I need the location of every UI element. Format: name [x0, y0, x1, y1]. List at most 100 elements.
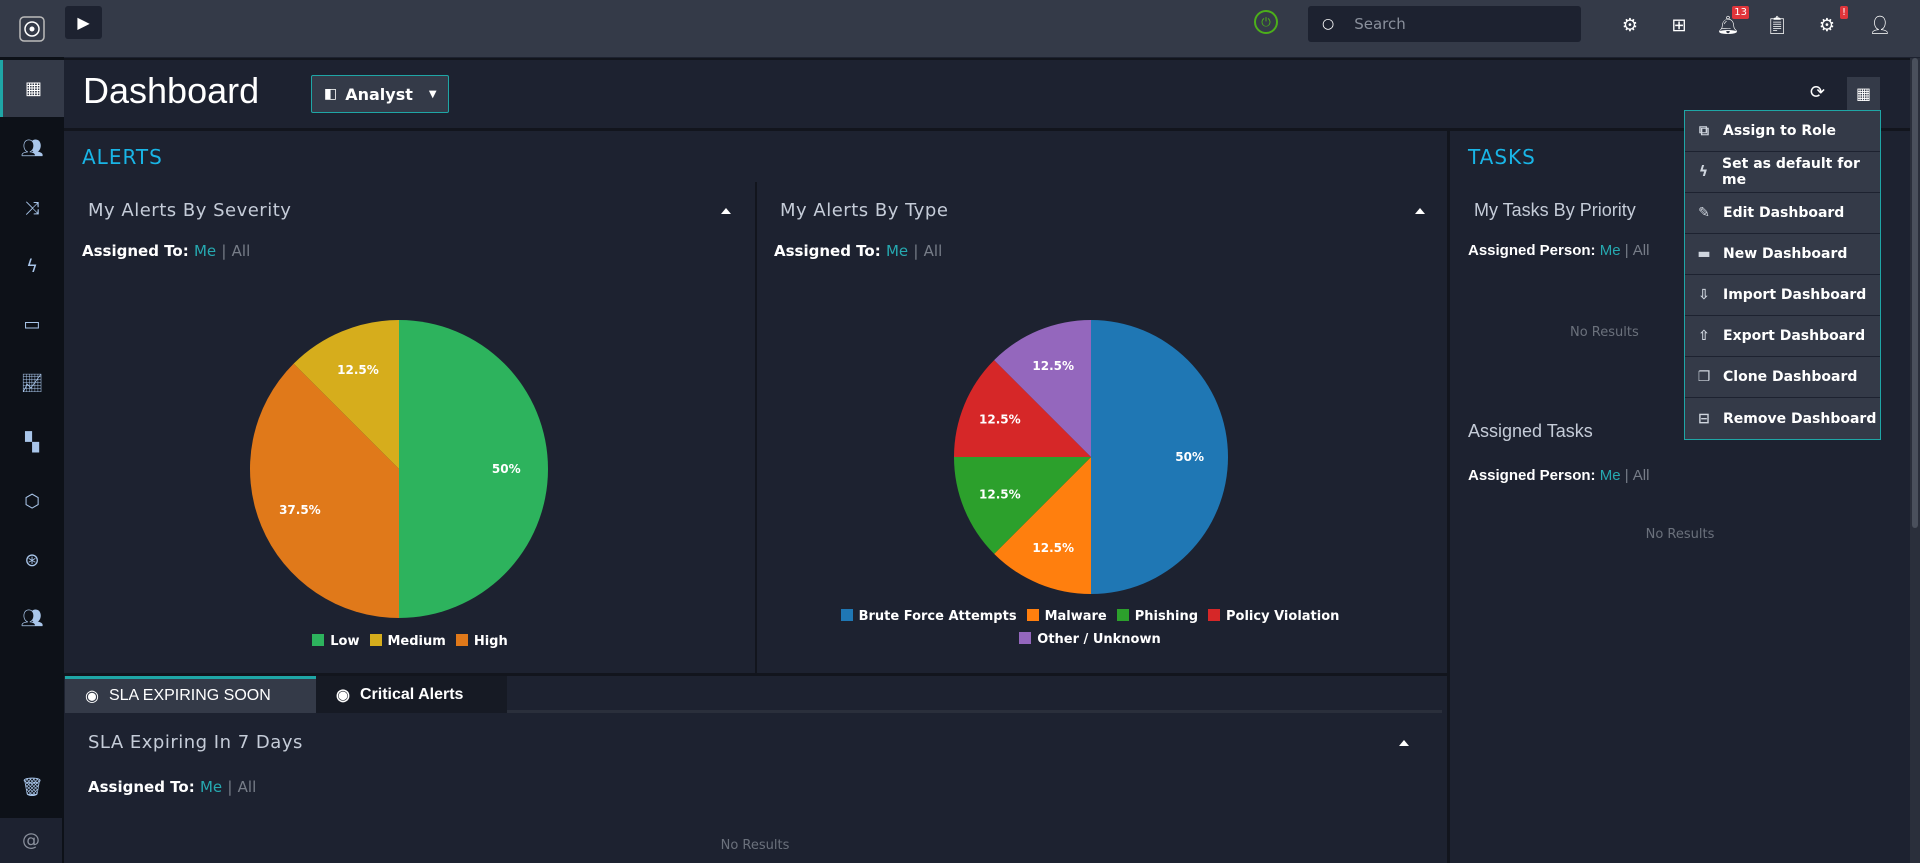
- notifications-badge: 13: [1732, 6, 1749, 19]
- pie-slice-brute-force-attempts[interactable]: [1091, 320, 1228, 594]
- group-icon: 👥︎: [20, 137, 44, 159]
- refresh-icon[interactable]: ⟳: [1810, 82, 1826, 103]
- legend-label: Medium: [387, 634, 446, 649]
- filter-me-link[interactable]: Me: [1599, 242, 1621, 259]
- pie-slice-label: 12.5%: [1032, 541, 1074, 555]
- type-assigned-filter: Assigned To: Me | All: [774, 242, 942, 260]
- filter-me-link[interactable]: Me: [885, 242, 909, 260]
- menu-item-new-dashboard[interactable]: ▬ New Dashboard: [1685, 234, 1880, 275]
- sidebar-item-dashboard[interactable]: ▦: [0, 60, 64, 117]
- menu-item-set-default[interactable]: ϟ Set as default for me: [1685, 152, 1880, 193]
- legend-item[interactable]: Policy Violation: [1208, 609, 1339, 624]
- sidebar-item-security[interactable]: ⬡: [0, 473, 64, 529]
- menu-item-label: Clone Dashboard: [1723, 369, 1858, 385]
- menu-item-label: Export Dashboard: [1723, 328, 1866, 344]
- at-icon: @: [22, 830, 40, 851]
- user-profile-icon[interactable]: 👤︎: [1868, 14, 1892, 36]
- legend-item[interactable]: Medium: [369, 634, 446, 649]
- filter-all-link[interactable]: All: [237, 778, 257, 796]
- dashboard-settings-icon: ▦: [1855, 84, 1872, 103]
- menu-item-export-dashboard[interactable]: ⇧ Export Dashboard: [1685, 316, 1880, 357]
- collapse-caret-icon[interactable]: [721, 208, 731, 214]
- pie-slice-policy-violation[interactable]: [954, 360, 1091, 457]
- pie-slice-medium[interactable]: [293, 320, 399, 469]
- system-alert-badge: !: [1839, 6, 1848, 19]
- legend-label: High: [473, 634, 508, 649]
- pie-slice-high[interactable]: [249, 363, 399, 618]
- sla-empty-state: No Results: [720, 838, 790, 853]
- sidebar-item-apps[interactable]: ▚: [0, 414, 64, 470]
- filter-all-link[interactable]: All: [1632, 467, 1650, 484]
- notifications-bell-icon[interactable]: 🔔︎ 13: [1716, 6, 1749, 36]
- settings-gear-icon[interactable]: ⚙: [1621, 14, 1639, 36]
- filter-me-link[interactable]: Me: [193, 242, 217, 260]
- sidebar-item-cases[interactable]: ▭: [0, 296, 64, 352]
- sidebar-item-mentions[interactable]: @: [0, 818, 62, 863]
- filter-all-link[interactable]: All: [923, 242, 943, 260]
- legend-item[interactable]: Phishing: [1116, 609, 1199, 624]
- sidebar-item-incidents[interactable]: 👥︎: [0, 120, 64, 176]
- collapse-caret-icon[interactable]: [1399, 740, 1409, 746]
- plug-status-icon[interactable]: ⏻: [1254, 10, 1278, 34]
- filter-me-link[interactable]: Me: [199, 778, 223, 796]
- assigned-tasks-title: Assigned Tasks: [1468, 421, 1593, 441]
- assigned-label: Assigned To:: [82, 242, 189, 260]
- separator: |: [913, 242, 919, 260]
- legend-label: Phishing: [1134, 609, 1199, 624]
- pie-slice-low[interactable]: [399, 320, 548, 618]
- remove-icon: ⊟: [1698, 410, 1710, 427]
- sla-panel-title: SLA Expiring In 7 Days: [88, 732, 303, 753]
- menu-item-remove-dashboard[interactable]: ⊟ Remove Dashboard: [1685, 398, 1880, 439]
- expand-sidebar-button[interactable]: ▶: [65, 6, 102, 39]
- pie-slice-malware[interactable]: [994, 457, 1091, 594]
- legend-swatch: [1116, 609, 1129, 621]
- menu-item-clone-dashboard[interactable]: ❐ Clone Dashboard: [1685, 357, 1880, 398]
- sidebar-item-workflows[interactable]: ⤨: [0, 180, 64, 236]
- filter-me-link[interactable]: Me: [1599, 467, 1621, 484]
- pie-slice-other-unknown[interactable]: [994, 320, 1091, 457]
- assigned-tasks-empty-state: No Results: [1645, 527, 1715, 542]
- severity-legend: Low Medium High: [80, 634, 740, 649]
- search-icon: ○: [1322, 16, 1335, 32]
- system-config-icon[interactable]: ⚙!: [1818, 6, 1848, 36]
- hierarchy-icon[interactable]: ⊞: [1671, 14, 1687, 36]
- dashboard-select[interactable]: ◧ Analyst ▼: [311, 75, 449, 113]
- sidebar-item-analytics[interactable]: 📈︎: [0, 355, 64, 411]
- lifebuoy-icon: ⊛: [24, 549, 40, 571]
- import-icon: ⇩: [1698, 287, 1710, 303]
- hexagon-icon: ⬡: [24, 490, 40, 512]
- sidebar-item-users[interactable]: 👥︎: [0, 590, 64, 646]
- severity-pie-chart: 50% 37.5% 12.5%: [249, 320, 548, 618]
- filter-all-link[interactable]: All: [231, 242, 251, 260]
- filter-all-link[interactable]: All: [1632, 242, 1650, 259]
- sidebar-item-automation[interactable]: ϟ: [0, 238, 64, 294]
- scrollbar-thumb[interactable]: [1912, 58, 1918, 528]
- menu-item-import-dashboard[interactable]: ⇩ Import Dashboard: [1685, 275, 1880, 316]
- sidebar-item-support[interactable]: ⊛: [0, 532, 64, 588]
- legend-item[interactable]: Low: [312, 634, 360, 649]
- dashboard-settings-button[interactable]: ▦: [1847, 77, 1880, 110]
- legend-swatch: [840, 609, 853, 621]
- tab-sla-expiring-soon[interactable]: ◉ SLA EXPIRING SOON: [65, 676, 316, 713]
- bolt-circle-icon: ϟ: [1698, 164, 1709, 180]
- sidebar-item-trash[interactable]: 🗑︎: [0, 759, 64, 815]
- tab-label: SLA EXPIRING SOON: [108, 687, 271, 704]
- tab-critical-alerts[interactable]: ◉ Critical Alerts: [316, 676, 507, 713]
- collapse-caret-icon[interactable]: [1415, 208, 1425, 214]
- page-scrollbar[interactable]: [1910, 58, 1920, 863]
- pie-slice-label: 37.5%: [279, 503, 321, 517]
- legend-item[interactable]: High: [455, 634, 508, 649]
- menu-item-assign-to-role[interactable]: ⧉ Assign to Role: [1685, 111, 1880, 152]
- clipboard-check-icon[interactable]: 📋︎: [1765, 14, 1789, 36]
- search-box[interactable]: ○: [1308, 6, 1581, 42]
- legend-swatch: [1026, 609, 1039, 621]
- legend-item[interactable]: Malware: [1026, 609, 1107, 624]
- pie-slice-phishing[interactable]: [954, 457, 1091, 554]
- app-logo[interactable]: [0, 0, 64, 57]
- menu-item-label: Import Dashboard: [1723, 287, 1867, 303]
- legend-item[interactable]: Other / Unknown: [1019, 632, 1161, 647]
- legend-item[interactable]: Brute Force Attempts: [840, 609, 1017, 624]
- menu-item-edit-dashboard[interactable]: ✎ Edit Dashboard: [1685, 193, 1880, 234]
- search-input[interactable]: [1354, 15, 1555, 33]
- separator: |: [1624, 242, 1629, 259]
